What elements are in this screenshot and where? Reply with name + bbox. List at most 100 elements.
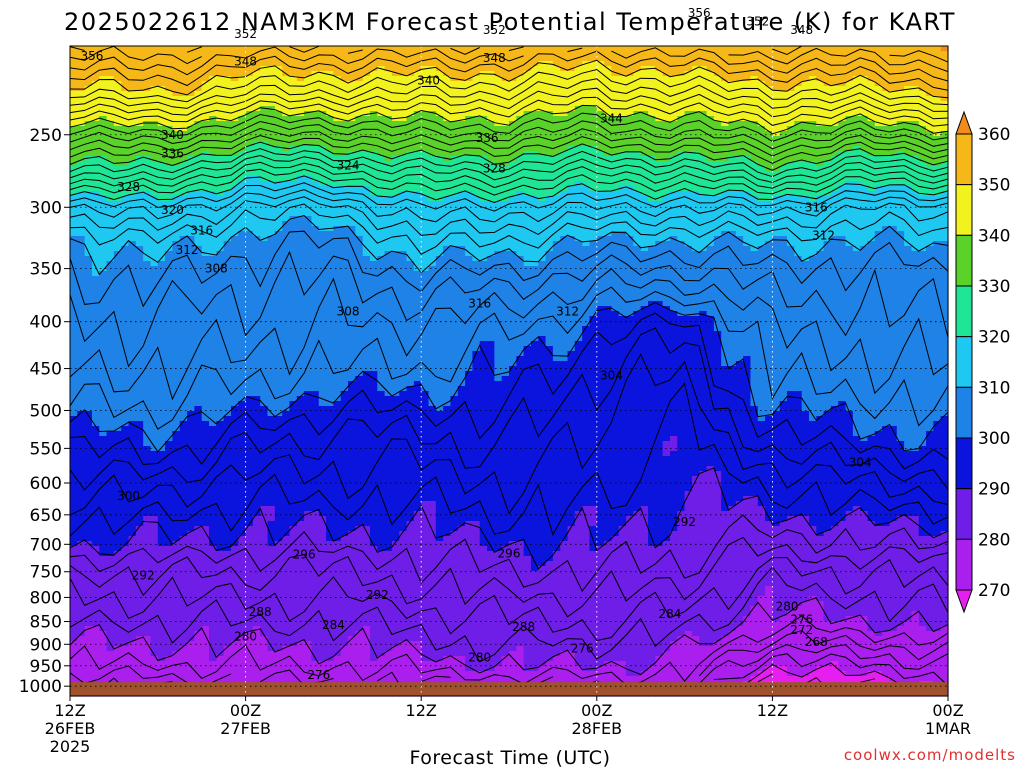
heat-cell	[326, 186, 334, 232]
heat-cell	[691, 46, 700, 67]
heat-cell	[296, 116, 305, 147]
heat-cell	[530, 111, 539, 152]
heat-cell	[296, 396, 305, 522]
heat-cell	[399, 251, 408, 392]
heat-cell	[772, 666, 781, 697]
heat-cell	[289, 76, 298, 117]
heat-cell	[669, 156, 678, 192]
heat-cell	[713, 161, 722, 197]
heat-cell	[926, 131, 934, 167]
heat-cell	[611, 191, 620, 232]
heat-cell	[904, 246, 913, 452]
heat-cell	[516, 256, 525, 357]
heat-cell	[391, 251, 400, 397]
isentrope-280	[69, 597, 949, 676]
heat-cell	[318, 111, 327, 147]
heat-cell	[567, 651, 576, 697]
heat-cell	[201, 526, 210, 627]
heat-cell	[99, 196, 108, 272]
heat-cell	[669, 191, 678, 237]
isentrope-contours	[69, 45, 949, 697]
heat-cell	[567, 111, 576, 147]
heat-cell	[143, 156, 152, 192]
heat-cell	[194, 526, 203, 632]
heat-cell	[479, 46, 488, 72]
heat-cell	[479, 156, 488, 202]
heat-cell	[450, 46, 459, 82]
heat-cell	[216, 551, 225, 657]
heat-cell	[99, 76, 108, 117]
heat-cell	[384, 551, 393, 652]
heat-cell	[223, 156, 232, 192]
heat-cell	[926, 96, 934, 132]
heat-cell	[238, 151, 247, 182]
contour-label: 352	[746, 14, 769, 28]
heat-cell	[633, 311, 642, 512]
heat-cell	[274, 181, 283, 232]
heat-cell	[282, 76, 291, 117]
heat-cell	[904, 121, 913, 157]
heat-cell	[523, 46, 532, 72]
heat-cell	[209, 46, 217, 77]
x-tick-label: 00Z	[230, 701, 261, 720]
y-tick-label: 700	[30, 535, 62, 555]
heat-cell	[187, 236, 195, 412]
isentrope-344	[69, 87, 949, 120]
heat-cell	[113, 646, 122, 697]
colorbar-segment	[955, 538, 973, 591]
heat-cell	[808, 201, 817, 257]
heat-cell	[765, 241, 773, 417]
heat-cell	[626, 236, 634, 317]
credit-link[interactable]: coolwx.com/modelts	[844, 746, 1016, 764]
heat-cell	[274, 146, 283, 182]
heat-cell	[450, 81, 459, 122]
heat-cell	[779, 401, 788, 522]
contour-label: 320	[161, 203, 184, 217]
heat-cell	[355, 186, 364, 237]
heat-cell	[355, 631, 364, 697]
heat-cell	[911, 46, 920, 87]
heat-cell	[230, 641, 239, 697]
heat-cell	[904, 621, 913, 687]
heat-cell	[472, 261, 481, 352]
isentrope-334	[69, 127, 949, 157]
heat-cell	[230, 546, 239, 642]
heat-cell	[523, 556, 532, 672]
heat-cell	[648, 156, 656, 202]
heat-cell	[150, 161, 159, 197]
heat-cell	[655, 656, 664, 697]
heat-cell	[348, 186, 356, 227]
heat-cell	[852, 181, 861, 252]
heat-cell	[662, 196, 671, 242]
heat-cell	[874, 636, 883, 672]
y-tick-label: 450	[30, 360, 62, 380]
heat-cell	[355, 46, 364, 82]
colorbar-label: 300	[978, 429, 1010, 449]
y-tick-label: 400	[30, 313, 62, 333]
heat-cell	[391, 156, 400, 197]
heat-cell	[311, 661, 320, 697]
heat-cell	[84, 46, 93, 87]
heat-cell	[70, 236, 78, 417]
heat-cell	[816, 166, 825, 197]
heat-cell	[128, 196, 137, 242]
heat-cell	[896, 91, 905, 122]
heat-cell	[501, 81, 510, 127]
heat-cell	[691, 66, 700, 112]
heat-cell	[384, 161, 393, 197]
heat-cell	[640, 251, 649, 307]
heat-cell	[801, 121, 810, 162]
heat-cell	[106, 121, 115, 162]
heat-cell	[882, 426, 891, 527]
heat-cell	[355, 236, 364, 377]
heat-cell	[596, 61, 605, 112]
heat-cell	[940, 51, 949, 102]
heat-cell	[633, 246, 642, 312]
heat-cell	[465, 371, 474, 522]
heat-cell	[318, 46, 327, 72]
heat-cell	[677, 46, 686, 77]
heat-cell	[940, 531, 949, 627]
heat-cell	[70, 416, 78, 547]
heat-cell	[121, 126, 130, 167]
heat-cell	[896, 626, 905, 687]
